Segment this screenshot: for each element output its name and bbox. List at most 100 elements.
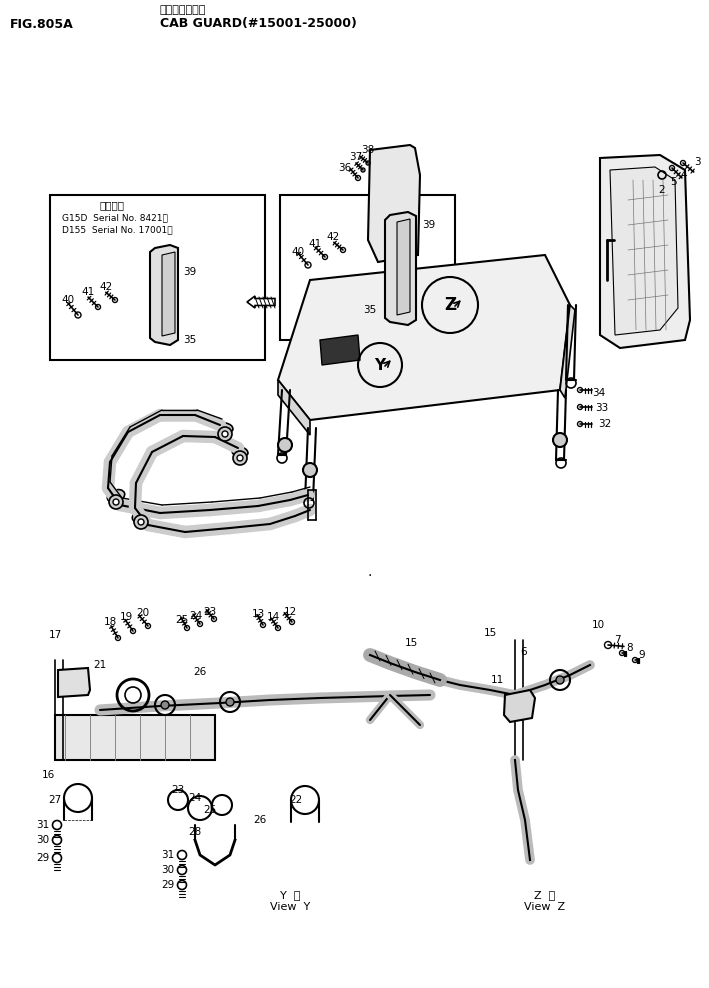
- Ellipse shape: [232, 447, 248, 457]
- Polygon shape: [320, 335, 360, 365]
- Polygon shape: [610, 167, 678, 335]
- Text: 16: 16: [41, 770, 55, 780]
- Circle shape: [303, 463, 317, 477]
- Polygon shape: [55, 715, 215, 760]
- Text: 39: 39: [422, 220, 435, 230]
- Text: 17: 17: [48, 630, 62, 640]
- Circle shape: [278, 438, 292, 452]
- Polygon shape: [504, 690, 535, 722]
- Text: Y: Y: [374, 358, 386, 372]
- Text: 7: 7: [614, 635, 620, 645]
- Text: 11: 11: [491, 675, 503, 685]
- Text: D155  Serial No. 17001～: D155 Serial No. 17001～: [62, 225, 172, 234]
- FancyArrow shape: [247, 296, 275, 308]
- Text: 29: 29: [36, 853, 50, 863]
- Circle shape: [109, 495, 123, 509]
- Text: 24: 24: [189, 793, 201, 803]
- Text: 35: 35: [183, 335, 196, 345]
- Text: 29: 29: [162, 880, 174, 890]
- Text: 20: 20: [136, 608, 150, 618]
- Text: 40: 40: [62, 295, 74, 305]
- Circle shape: [218, 427, 232, 441]
- Text: 34: 34: [592, 388, 605, 398]
- Circle shape: [553, 433, 567, 447]
- Text: CAB GUARD(#15001-25000): CAB GUARD(#15001-25000): [160, 18, 357, 31]
- Text: Z  視: Z 視: [535, 890, 556, 900]
- Text: Z: Z: [444, 296, 456, 314]
- Text: 28: 28: [189, 827, 201, 837]
- Text: 36: 36: [338, 163, 352, 173]
- Ellipse shape: [133, 510, 150, 523]
- Text: FIG.805A: FIG.805A: [10, 18, 74, 31]
- Circle shape: [138, 519, 144, 525]
- Text: 19: 19: [119, 612, 133, 622]
- Text: 25: 25: [203, 805, 217, 815]
- Bar: [280, 195, 455, 340]
- Text: Y  視: Y 視: [280, 890, 300, 900]
- Text: 15: 15: [405, 638, 418, 648]
- Text: View  Y: View Y: [270, 902, 310, 912]
- Polygon shape: [600, 155, 690, 348]
- Text: 33: 33: [595, 403, 608, 413]
- Text: 31: 31: [162, 850, 174, 860]
- Text: 8: 8: [626, 643, 632, 653]
- Text: 10: 10: [591, 620, 605, 630]
- Polygon shape: [385, 212, 416, 325]
- Text: 30: 30: [36, 835, 50, 845]
- Text: 38: 38: [362, 145, 374, 155]
- Ellipse shape: [217, 423, 233, 433]
- Text: 3: 3: [694, 157, 700, 167]
- Polygon shape: [397, 219, 410, 315]
- Text: 23: 23: [172, 785, 184, 795]
- Text: 32: 32: [598, 419, 611, 429]
- Text: 42: 42: [99, 282, 113, 292]
- Circle shape: [113, 499, 119, 505]
- Polygon shape: [368, 145, 420, 262]
- Text: 6: 6: [520, 647, 527, 657]
- Text: 13: 13: [252, 609, 264, 619]
- Polygon shape: [560, 305, 575, 398]
- Text: 5: 5: [670, 177, 676, 187]
- Text: 26: 26: [194, 667, 206, 677]
- Text: 2: 2: [658, 185, 664, 195]
- Text: 41: 41: [82, 287, 94, 297]
- Text: 35: 35: [364, 305, 376, 315]
- Text: 14: 14: [267, 612, 279, 622]
- Text: 42: 42: [326, 232, 340, 242]
- Circle shape: [222, 431, 228, 437]
- Polygon shape: [58, 668, 90, 697]
- Text: 26: 26: [253, 815, 267, 825]
- Text: 25: 25: [175, 615, 189, 625]
- Text: 適用号機: 適用号機: [100, 200, 125, 210]
- Circle shape: [233, 451, 247, 465]
- Text: 31: 31: [36, 820, 50, 830]
- Polygon shape: [162, 252, 175, 336]
- Text: 39: 39: [183, 267, 196, 277]
- Text: .: .: [368, 565, 372, 579]
- Text: 9: 9: [638, 650, 644, 660]
- Text: 37: 37: [350, 152, 362, 162]
- Text: 24: 24: [189, 611, 203, 621]
- Circle shape: [226, 698, 234, 706]
- Text: 27: 27: [48, 795, 62, 805]
- Text: 30: 30: [162, 865, 174, 875]
- Bar: [50, 195, 265, 360]
- Text: 18: 18: [104, 617, 116, 627]
- Polygon shape: [150, 245, 178, 345]
- Text: 21: 21: [94, 660, 106, 670]
- Text: 40: 40: [291, 247, 305, 257]
- Text: 15: 15: [484, 628, 496, 638]
- Circle shape: [134, 515, 148, 529]
- Polygon shape: [278, 380, 310, 435]
- Polygon shape: [278, 255, 570, 420]
- Text: 23: 23: [203, 607, 217, 617]
- Text: 22: 22: [289, 795, 302, 805]
- Ellipse shape: [107, 490, 125, 503]
- Text: G15D  Serial No. 8421～: G15D Serial No. 8421～: [62, 213, 168, 222]
- Text: 12: 12: [284, 607, 296, 617]
- Text: View  Z: View Z: [525, 902, 566, 912]
- Circle shape: [237, 455, 243, 461]
- Text: 4: 4: [680, 170, 686, 180]
- Text: 41: 41: [308, 239, 322, 249]
- Circle shape: [556, 676, 564, 684]
